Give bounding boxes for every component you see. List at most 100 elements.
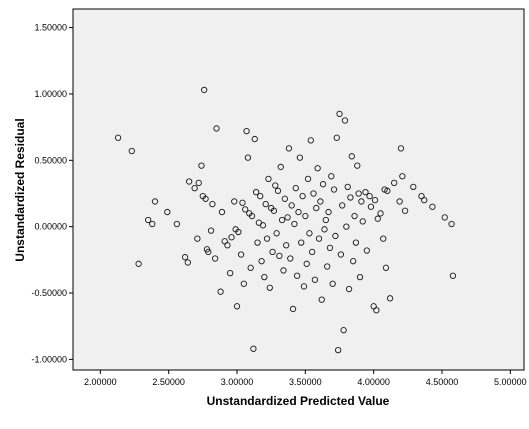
data-point — [311, 276, 319, 283]
data-point — [270, 207, 278, 214]
data-point — [309, 248, 316, 256]
data-point — [293, 272, 301, 279]
data-point — [302, 212, 309, 220]
data-point — [356, 273, 364, 281]
data-point — [280, 267, 287, 274]
data-point — [218, 208, 226, 216]
data-point — [396, 198, 403, 205]
data-point — [149, 220, 156, 228]
y-tick-label: 1.50000 — [34, 23, 67, 33]
data-point — [343, 223, 350, 230]
data-point — [274, 187, 282, 194]
data-point — [186, 178, 193, 185]
data-point — [257, 192, 264, 200]
data-point — [321, 226, 328, 233]
data-point — [250, 345, 257, 352]
data-point — [181, 254, 189, 261]
x-axis: 2.00000 2.50000 3.00000 3.50000 4.00000 4.500… — [84, 370, 527, 387]
data-point — [322, 216, 329, 224]
data-point — [345, 285, 353, 293]
data-point — [224, 242, 231, 249]
data-point — [217, 288, 224, 295]
data-point — [292, 185, 299, 192]
data-point — [276, 252, 283, 260]
data-point — [251, 135, 258, 143]
data-point — [278, 216, 286, 224]
data-point — [202, 195, 209, 202]
data-point — [303, 260, 310, 267]
data-point — [265, 175, 272, 183]
data-point — [448, 220, 455, 228]
data-point — [233, 303, 241, 310]
data-point — [354, 162, 361, 169]
data-point — [151, 198, 159, 205]
data-point — [330, 186, 338, 193]
data-point — [288, 202, 295, 209]
data-point — [366, 192, 373, 200]
data-point — [367, 203, 375, 210]
data-point — [310, 190, 317, 197]
data-point — [258, 258, 265, 265]
data-point — [329, 280, 336, 287]
x-tick-label: 4.00000 — [357, 377, 390, 387]
x-tick-label: 4.50000 — [426, 377, 459, 387]
data-point — [273, 230, 280, 237]
data-point — [384, 187, 391, 194]
data-point — [410, 183, 417, 190]
data-point — [228, 234, 235, 241]
data-point — [194, 235, 201, 242]
data-point — [277, 163, 284, 171]
data-point — [326, 244, 334, 252]
data-point — [362, 189, 369, 196]
data-point — [421, 196, 428, 204]
data-point — [441, 214, 448, 221]
data-point — [391, 179, 398, 187]
data-point — [213, 125, 220, 132]
data-point — [328, 173, 335, 180]
data-point — [313, 204, 320, 212]
x-tick-label: 5.00000 — [494, 377, 527, 387]
x-tick-label: 3.00000 — [221, 377, 254, 387]
data-point — [325, 208, 332, 216]
x-tick-label: 3.50000 — [289, 377, 322, 387]
data-point — [386, 295, 394, 302]
data-point — [315, 235, 323, 242]
data-point — [195, 179, 202, 187]
data-point — [272, 182, 279, 189]
data-point — [397, 145, 405, 152]
y-axis: 1.50000 1.00000 0.50000 0.00000 -0.50000 -1.0… — [31, 23, 73, 364]
data-point — [336, 110, 343, 117]
data-point — [145, 216, 152, 224]
data-point — [184, 259, 191, 266]
data-point — [284, 214, 291, 221]
data-point — [358, 198, 365, 205]
data-point — [299, 192, 306, 200]
x-tick-label: 2.50000 — [152, 377, 185, 387]
y-tick-label: 0.50000 — [34, 155, 67, 165]
data-point — [289, 305, 297, 313]
data-point — [191, 185, 198, 192]
data-point — [334, 346, 342, 354]
y-tick-label: -1.00000 — [31, 354, 67, 364]
data-point — [227, 269, 234, 277]
data-point — [211, 255, 219, 262]
data-point — [401, 207, 409, 214]
data-point — [259, 222, 267, 229]
data-point — [317, 198, 324, 205]
data-point — [339, 202, 346, 209]
data-point — [173, 220, 181, 228]
data-point — [262, 200, 269, 208]
data-point — [314, 165, 321, 172]
data-point — [287, 255, 294, 262]
data-point — [382, 264, 390, 271]
data-point — [281, 195, 288, 202]
data-point — [239, 199, 246, 206]
data-point — [363, 247, 370, 254]
y-tick-label: 0.00000 — [34, 222, 67, 232]
data-point — [337, 251, 345, 258]
data-point — [340, 327, 347, 334]
data-point — [380, 235, 387, 242]
data-point — [351, 212, 358, 220]
